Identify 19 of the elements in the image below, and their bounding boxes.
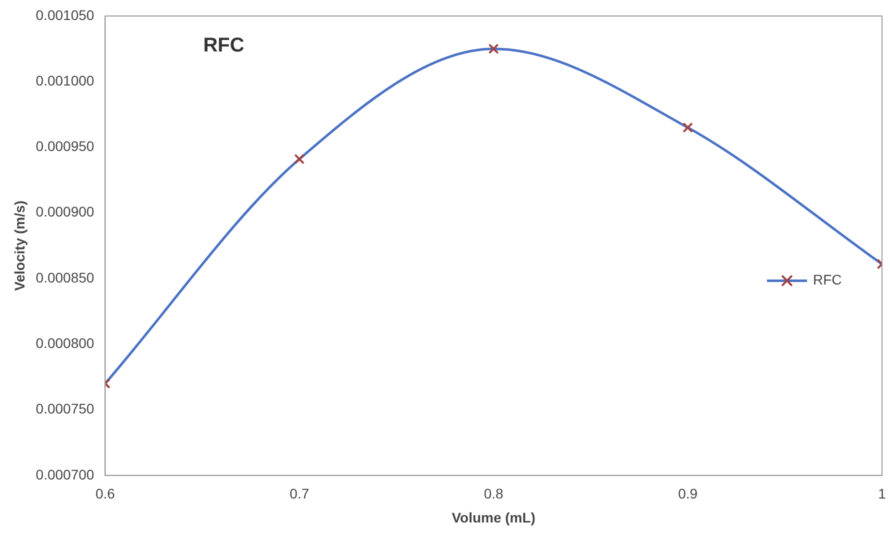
point [294,154,305,164]
y-tick-label: 0.000850 [36,269,94,286]
y-tick-label: 0.000800 [36,335,94,351]
x-tick-label: 0.9 [678,486,698,502]
x-tick-label: 1 [878,486,886,502]
y-tick-label: 0.000950 [36,138,94,154]
y-tick-label: 0.000750 [36,400,94,417]
y-axis-title: Velocity (m/s) [11,200,28,291]
y-tick-label: 0.000700 [36,466,94,482]
point [488,44,499,54]
y-tick-label: 0.000900 [36,204,94,220]
x-axis-title: Volume (mL) [452,509,536,526]
text: RFC [203,34,244,57]
legend-label: RFC [813,272,842,288]
x-tick-label: 0.6 [95,486,116,502]
y-tick-label: 0.001000 [36,72,94,88]
x-tick-label: 0.7 [290,486,310,502]
x-tick-label: 0.8 [484,486,504,502]
y-tick-label: 0.001050 [36,6,94,23]
